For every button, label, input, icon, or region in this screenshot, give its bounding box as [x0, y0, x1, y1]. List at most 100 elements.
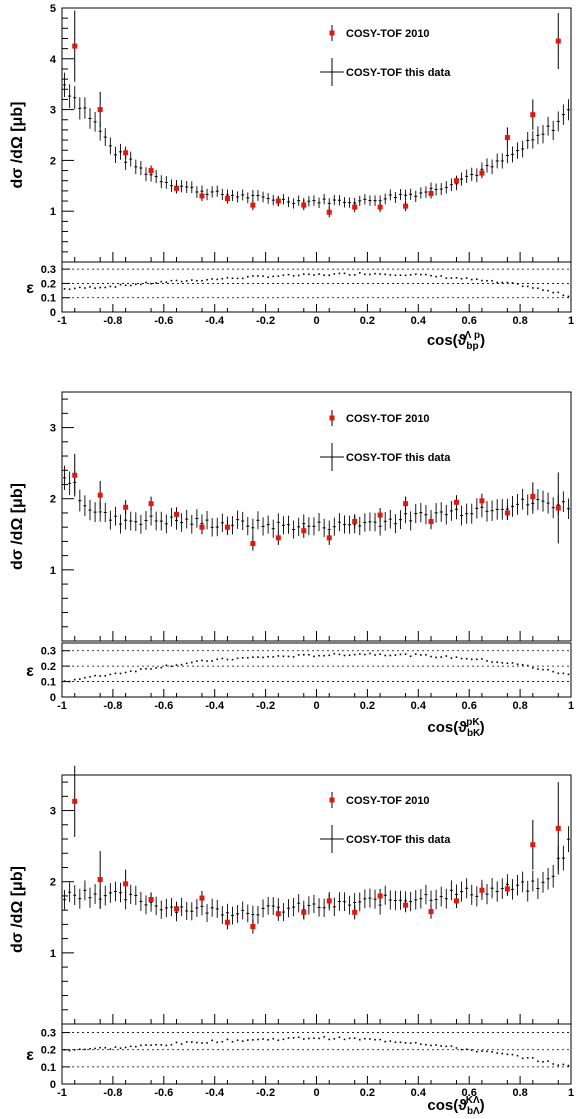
cosy2010-point: [123, 504, 129, 510]
efficiency-point: [140, 1044, 142, 1047]
x-tick-label: 0.8: [512, 315, 527, 327]
efficiency-point: [384, 1040, 387, 1043]
y-axis-label: dσ /dΩ [μb]: [9, 483, 26, 570]
efficiency-point: [374, 272, 376, 275]
eff-tick-label: 0.3: [41, 264, 56, 276]
efficiency-point: [282, 274, 285, 277]
x-tick-label: -0.8: [103, 315, 122, 327]
efficiency-point: [465, 1048, 468, 1051]
cosy2010-point: [199, 193, 205, 199]
efficiency-point: [282, 655, 285, 658]
efficiency-point: [460, 277, 463, 280]
efficiency-point: [358, 1038, 361, 1041]
efficiency-point: [460, 657, 463, 660]
y-tick-label: 3: [50, 423, 56, 435]
y-tick-label: 1: [50, 206, 56, 218]
efficiency-point: [84, 1048, 86, 1051]
efficiency-point: [89, 286, 91, 288]
x-tick-label: -0.4: [205, 700, 225, 712]
efficiency-point: [481, 279, 483, 282]
eff-tick-label: 0.2: [41, 661, 56, 673]
efficiency-point: [486, 1050, 488, 1053]
efficiency-point: [486, 279, 488, 282]
efficiency-point: [430, 655, 432, 658]
cosy2010-point: [428, 518, 434, 524]
efficiency-point: [323, 1036, 325, 1038]
efficiency-point: [216, 278, 219, 281]
efficiency-point: [562, 1063, 565, 1066]
efficiency-point: [292, 656, 295, 658]
cosy2010-point: [301, 528, 307, 534]
x-tick-label: -0.4: [205, 315, 225, 327]
efficiency-point: [374, 1038, 376, 1041]
efficiency-point: [150, 282, 152, 285]
efficiency-point: [124, 284, 127, 287]
efficiency-point: [328, 274, 331, 277]
efficiency-point: [84, 676, 86, 679]
efficiency-point: [129, 670, 132, 672]
efficiency-point: [252, 1039, 254, 1041]
efficiency-point: [160, 666, 163, 669]
legend-label-this-data: COSY-TOF this data: [346, 834, 451, 846]
efficiency-point: [129, 284, 132, 287]
efficiency-point: [257, 1038, 259, 1041]
efficiency-point: [170, 279, 173, 282]
efficiency-point: [313, 655, 315, 658]
efficiency-point: [506, 1053, 509, 1056]
efficiency-point: [420, 1043, 422, 1046]
efficiency-point: [409, 1042, 412, 1044]
efficiency-point: [506, 281, 509, 284]
legend-label-2010: COSY-TOF 2010: [346, 28, 430, 40]
efficiency-point: [404, 1042, 407, 1044]
efficiency-point: [99, 675, 101, 677]
x-tick-label: 0.8: [512, 1087, 527, 1099]
cosy2010-point: [352, 909, 358, 915]
efficiency-point: [562, 294, 565, 297]
efficiency-point: [89, 1047, 91, 1050]
efficiency-point: [135, 670, 137, 673]
x-tick-label: -0.8: [103, 700, 122, 712]
efficiency-point: [63, 680, 66, 682]
efficiency-point: [491, 1051, 493, 1053]
efficiency-point: [267, 276, 269, 279]
efficiency-point: [532, 287, 534, 289]
efficiency-point: [557, 1064, 560, 1067]
main-plot-frame: [61, 391, 572, 642]
cosy2010-point: [123, 881, 129, 887]
efficiency-point: [257, 656, 259, 658]
efficiency-point: [297, 654, 300, 656]
efficiency-point: [328, 1038, 331, 1041]
x-tick-label: 0.4: [411, 315, 427, 327]
efficiency-point: [333, 1037, 336, 1040]
cosy2010-point: [250, 924, 256, 930]
cosy2010-point: [72, 43, 78, 49]
cosy2010-point: [148, 897, 154, 902]
cosy2010-point: [428, 909, 434, 915]
efficiency-point: [450, 1045, 453, 1047]
efficiency-point: [506, 662, 509, 665]
y-tick-label: 3: [50, 806, 56, 818]
efficiency-point: [430, 274, 432, 277]
efficiency-point: [374, 654, 376, 656]
cosy2010-point: [403, 203, 409, 209]
efficiency-point: [440, 1045, 443, 1047]
efficiency-point: [206, 278, 208, 281]
efficiency-point: [491, 279, 493, 282]
efficiency-point: [73, 678, 76, 681]
efficiency-point: [180, 1043, 183, 1045]
cosy2010-point: [148, 501, 154, 507]
x-tick-label: -0.4: [205, 1087, 225, 1099]
eff-tick-label: 0.1: [41, 677, 56, 689]
cosy2010-point: [72, 472, 78, 478]
cosy2010-point: [403, 902, 409, 908]
efficiency-point: [323, 654, 325, 657]
efficiency-point: [89, 675, 91, 678]
legend-label-2010: COSY-TOF 2010: [346, 795, 430, 807]
efficiency-point: [526, 1056, 529, 1059]
efficiency-point: [435, 275, 437, 278]
efficiency-plot-frame: [61, 1023, 572, 1085]
efficiency-point: [542, 1060, 544, 1063]
efficiency-point: [501, 662, 504, 664]
efficiency-point: [63, 288, 66, 290]
efficiency-point: [246, 275, 249, 278]
